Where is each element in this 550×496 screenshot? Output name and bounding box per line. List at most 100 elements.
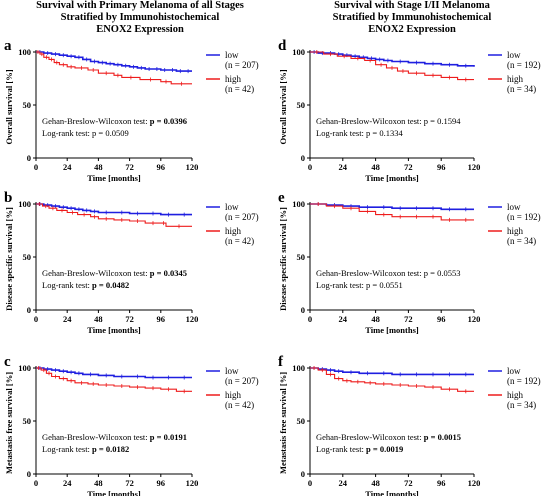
stat-label: Log-rank test: — [316, 128, 366, 138]
x-tick-label: 48 — [94, 478, 103, 488]
stat-label: Gehan-Breslow-Wilcoxon test: — [42, 432, 150, 442]
stat-label: Gehan-Breslow-Wilcoxon test: — [316, 268, 424, 278]
x-tick-label: 0 — [308, 478, 312, 488]
stat-text: Gehan-Breslow-Wilcoxon test: p = 0.1594 — [316, 116, 461, 126]
stat-label: Log-rank test: — [316, 280, 366, 290]
legend-n-low: (n = 192) — [507, 212, 541, 222]
panel-letter: d — [278, 38, 287, 54]
x-tick-label: 0 — [34, 314, 38, 324]
x-axis-label: Time [months] — [87, 325, 141, 335]
y-tick-label: 0 — [301, 305, 305, 315]
legend-n-low: (n = 207) — [225, 376, 259, 386]
stat-text: Log-rank test: p = 0.1334 — [316, 128, 403, 138]
x-tick-label: 96 — [437, 478, 446, 488]
stat-value: p = 0.0553 — [424, 268, 461, 278]
panel-d: d 0 24 48 72 96 120 0 50 100 Time [months] Overall … — [278, 38, 541, 183]
legend-label-low: low — [507, 366, 521, 376]
stat-label: Gehan-Breslow-Wilcoxon test: — [316, 116, 424, 126]
legend-n-low: (n = 192) — [507, 60, 541, 70]
stat-label: Log-rank test: — [42, 280, 92, 290]
panel-c: c 0 24 48 72 96 120 0 50 100 Time [months] Metastas… — [4, 354, 259, 496]
stat-value: p = 0.1594 — [424, 116, 461, 126]
legend-label-high: high — [225, 390, 242, 400]
legend-label-high: high — [507, 390, 524, 400]
legend-label-low: low — [507, 202, 521, 212]
stat-label: Log-rank test: — [42, 444, 92, 454]
column-title-left-line-1: Survival with Primary Melanoma of all St… — [36, 0, 244, 11]
stat-value: p = 0.0509 — [92, 128, 129, 138]
y-tick-label: 0 — [27, 305, 31, 315]
stat-text: Log-rank test: p = 0.0551 — [316, 280, 403, 290]
x-axis-label: Time [months] — [365, 325, 419, 335]
stat-text: Gehan-Breslow-Wilcoxon test: p = 0.0396 — [42, 116, 187, 126]
stat-value: p = 0.0015 — [424, 432, 461, 442]
stat-text: Log-rank test: p = 0.0509 — [42, 128, 129, 138]
legend-n-high: (n = 34) — [507, 84, 536, 94]
legend-n-high: (n = 42) — [225, 236, 254, 246]
x-tick-label: 72 — [125, 478, 134, 488]
y-tick-label: 0 — [27, 469, 31, 479]
x-tick-label: 72 — [404, 314, 413, 324]
x-tick-label: 24 — [63, 314, 72, 324]
column-title-left-line-2: Stratified by Immunohistochemical — [60, 12, 220, 23]
legend-label-low: low — [225, 50, 239, 60]
legend-n-high: (n = 34) — [507, 236, 536, 246]
stat-text: Gehan-Breslow-Wilcoxon test: p = 0.0553 — [316, 268, 460, 278]
x-tick-label: 24 — [339, 478, 348, 488]
stat-value: p = 0.0396 — [150, 116, 187, 126]
legend-label-high: high — [507, 74, 524, 84]
panel-a: a 0 24 48 72 96 120 0 50 100 Time [months] Overall … — [4, 38, 259, 183]
legend-n-high: (n = 42) — [225, 84, 254, 94]
y-tick-label: 100 — [292, 47, 305, 57]
x-tick-label: 96 — [437, 314, 446, 324]
x-tick-label: 72 — [125, 162, 134, 172]
x-tick-label: 48 — [94, 162, 103, 172]
x-tick-label: 24 — [63, 162, 72, 172]
panel-f: f 0 24 48 72 96 120 0 50 100 Time [months] Metastas… — [278, 354, 541, 496]
x-tick-label: 24 — [63, 478, 72, 488]
y-tick-label: 0 — [27, 153, 31, 163]
x-tick-label: 120 — [186, 162, 199, 172]
y-axis-label: Overall survival [%] — [4, 69, 14, 144]
x-tick-label: 96 — [157, 314, 166, 324]
column-title-left-line-3: ENOX2 Expression — [96, 24, 184, 35]
x-tick-label: 0 — [34, 162, 38, 172]
x-tick-label: 120 — [468, 314, 481, 324]
x-tick-label: 72 — [125, 314, 134, 324]
panel-b: b 0 24 48 72 96 120 0 50 100 Time [months] Disease … — [4, 190, 259, 335]
curve-low — [310, 367, 474, 376]
x-tick-label: 96 — [437, 162, 446, 172]
x-tick-label: 120 — [468, 162, 481, 172]
x-tick-label: 120 — [468, 478, 481, 488]
y-axis-label: Metastasis free survival [%] — [278, 372, 288, 474]
x-tick-label: 0 — [308, 314, 312, 324]
stat-label: Gehan-Breslow-Wilcoxon test: — [42, 268, 150, 278]
y-tick-label: 0 — [301, 469, 305, 479]
y-axis-label: Overall survival [%] — [278, 69, 288, 144]
y-tick-label: 100 — [292, 199, 305, 209]
y-axis-label: Metastasis free survival [%] — [4, 372, 14, 474]
x-tick-label: 48 — [371, 314, 380, 324]
stat-value: p = 0.0551 — [366, 280, 403, 290]
panel-letter: b — [4, 190, 12, 206]
y-tick-label: 50 — [23, 416, 32, 426]
stat-text: Log-rank test: p = 0.0482 — [42, 280, 129, 290]
column-title-right-line-1: Survival with Stage I/II Melanoma — [334, 0, 490, 11]
curve-high — [36, 51, 192, 85]
stat-value: p = 0.0019 — [366, 444, 403, 454]
x-tick-label: 48 — [371, 478, 380, 488]
x-axis-label: Time [months] — [365, 173, 419, 183]
stat-label: Log-rank test: — [42, 128, 92, 138]
curve-high — [310, 203, 474, 221]
y-axis-label: Disease specific survival [%] — [4, 207, 14, 311]
column-title-right-line-2: Stratified by Immunohistochemical — [332, 12, 492, 23]
legend-n-high: (n = 34) — [507, 400, 536, 410]
stat-value: p = 0.0182 — [92, 444, 129, 454]
curve-low — [36, 203, 192, 216]
curve-low — [36, 51, 192, 72]
stat-text: Gehan-Breslow-Wilcoxon test: p = 0.0015 — [316, 432, 461, 442]
x-tick-label: 72 — [404, 162, 413, 172]
y-tick-label: 50 — [23, 100, 32, 110]
legend-n-high: (n = 42) — [225, 400, 254, 410]
